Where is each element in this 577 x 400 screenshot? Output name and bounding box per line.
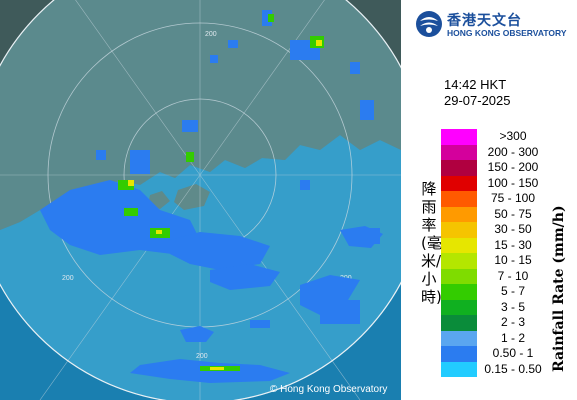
legend-panel: 香港天文台 HONG KONG OBSERVATORY 14:42 HKT 29… — [401, 0, 577, 400]
legend-swatch — [441, 253, 477, 269]
island — [174, 184, 210, 210]
legend-swatches — [441, 129, 477, 377]
legend-swatch — [441, 268, 477, 284]
legend-swatch — [441, 160, 477, 176]
range-label: 200 — [205, 31, 217, 38]
legend-label: 1 - 2 — [500, 330, 525, 345]
legend-label: 7 - 10 — [497, 268, 529, 283]
agency-logo: 香港天文台 HONG KONG OBSERVATORY — [415, 8, 575, 40]
legend-label: 200 - 300 — [487, 144, 539, 159]
legend-label: 10 - 15 — [494, 253, 532, 267]
legend-swatch — [441, 361, 477, 377]
legend-swatch — [441, 222, 477, 238]
legend-swatch — [441, 330, 477, 346]
legend-title-en: Rainfall Rate (mm/h) — [551, 205, 567, 372]
range-label: 200 — [196, 353, 208, 360]
agency-name-en: HONG KONG OBSERVATORY — [447, 28, 567, 38]
legend-swatch — [441, 315, 477, 331]
legend-label: 15 - 30 — [494, 237, 532, 252]
legend-label: 150 - 200 — [487, 160, 539, 174]
legend-label: 100 - 150 — [487, 175, 539, 190]
legend-label: 30 - 50 — [494, 222, 532, 236]
legend-label: >300 — [499, 129, 527, 143]
legend-label: 5 - 7 — [500, 284, 525, 298]
legend-label: 75 - 100 — [490, 191, 536, 205]
legend-swatch — [441, 191, 477, 207]
legend-swatch — [441, 299, 477, 315]
legend-label: 2 - 3 — [500, 315, 525, 329]
hko-logo-icon — [416, 11, 442, 37]
legend-swatch — [441, 206, 477, 222]
heavy-rain-echoes — [128, 40, 322, 370]
legend-swatch — [441, 237, 477, 253]
legend-swatch — [441, 346, 477, 362]
legend-label: 50 - 75 — [494, 206, 532, 221]
legend-swatch — [441, 129, 477, 145]
radar-map: 200 200 200 200 — [0, 0, 401, 400]
legend-title-cn: 降雨率(毫米/小時) — [421, 180, 442, 306]
radar-map-canvas: 200 200 200 200 — [0, 0, 401, 400]
agency-name-cn: 香港天文台 — [447, 13, 522, 29]
range-label: 200 — [62, 275, 74, 282]
legend-swatch — [441, 144, 477, 160]
copyright-text: © Hong Kong Observatory — [270, 384, 388, 395]
observation-date: 29-07-2025 — [444, 93, 511, 108]
legend-swatch — [441, 284, 477, 300]
observation-time: 14:42 HKT — [444, 77, 507, 92]
legend-label: 0.50 - 1 — [492, 346, 534, 360]
legend-label: 3 - 5 — [500, 299, 525, 314]
legend-swatch — [441, 175, 477, 191]
legend-label: 0.15 - 0.50 — [484, 361, 542, 376]
